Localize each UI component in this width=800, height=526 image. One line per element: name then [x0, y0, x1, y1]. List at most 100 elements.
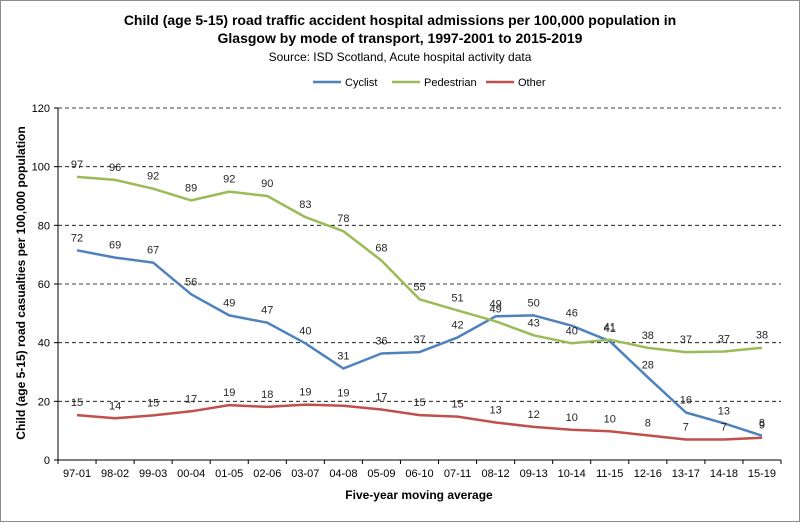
data-label-cyclist: 47: [261, 305, 273, 317]
data-label-cyclist: 28: [642, 359, 654, 371]
data-label-pedestrian: 92: [223, 174, 235, 186]
data-label-other: 15: [451, 399, 463, 411]
x-tick-label: 00-04: [177, 468, 205, 480]
data-label-pedestrian: 89: [185, 182, 197, 194]
data-label-other: 9: [759, 420, 765, 432]
data-label-other: 17: [185, 393, 197, 405]
x-tick-label: 15-19: [748, 468, 776, 480]
data-label-other: 19: [223, 387, 235, 399]
chart-title-line-1: Child (age 5-15) road traffic accident h…: [124, 12, 676, 28]
data-label-pedestrian: 41: [604, 322, 616, 334]
series-line-other: [76, 403, 763, 441]
data-label-cyclist: 36: [375, 336, 387, 348]
data-label-cyclist: 56: [185, 276, 197, 288]
data-label-other: 15: [413, 397, 425, 409]
data-label-pedestrian: 55: [413, 281, 425, 293]
data-label-pedestrian: 37: [718, 333, 730, 345]
legend: Cyclist Pedestrian Other: [313, 77, 546, 89]
data-label-other: 7: [721, 421, 727, 433]
data-label-cyclist: 42: [451, 319, 463, 331]
data-label-other: 15: [71, 397, 83, 409]
x-tick-label: 02-06: [253, 468, 281, 480]
data-label-cyclist: 8: [759, 418, 765, 430]
data-label-other: 8: [645, 417, 651, 429]
data-label-other: 10: [566, 412, 578, 424]
legend-label-pedestrian: Pedestrian: [424, 77, 477, 89]
data-label-pedestrian: 90: [261, 178, 273, 190]
y-tick-label: 20: [38, 396, 50, 408]
x-tick-label: 98-02: [101, 468, 129, 480]
gridlines: [58, 107, 781, 402]
y-axis-ticks: 0 20 40 60 80 100 120: [32, 103, 58, 467]
x-tick-label: 05-09: [367, 468, 395, 480]
data-label-cyclist: 40: [299, 325, 311, 337]
x-tick-label: 06-10: [405, 468, 433, 480]
data-label-cyclist: 37: [413, 334, 425, 346]
data-label-pedestrian: 37: [680, 334, 692, 346]
y-axis-title: Child (age 5-15) road casualties per 100…: [14, 126, 28, 439]
data-label-other: 15: [147, 397, 159, 409]
x-tick-label: 08-12: [482, 468, 510, 480]
series-lines: [76, 175, 763, 441]
data-label-other: 12: [528, 409, 540, 421]
data-label-cyclist: 41: [604, 323, 616, 335]
x-tick-label: 04-08: [329, 468, 357, 480]
series-line-cyclist: [76, 249, 763, 437]
series-line-pedestrian: [76, 175, 763, 354]
y-tick-label: 40: [38, 338, 50, 350]
data-label-cyclist: 69: [109, 240, 121, 252]
y-tick-label: 60: [38, 279, 50, 291]
data-label-pedestrian: 40: [566, 325, 578, 337]
x-tick-label: 10-14: [558, 468, 586, 480]
legend-label-other: Other: [518, 77, 546, 89]
data-label-cyclist: 31: [337, 350, 349, 362]
data-label-other: 13: [489, 404, 501, 416]
x-axis-ticks: 97-01 98-02 99-03 00-04 01-05 02-06 03-07 04-08…: [57, 460, 782, 480]
x-tick-label: 07-11: [444, 468, 471, 480]
legend-label-cyclist: Cyclist: [345, 77, 377, 89]
data-label-cyclist: 49: [223, 297, 235, 309]
y-tick-label: 80: [38, 220, 50, 232]
data-label-cyclist: 13: [718, 405, 730, 417]
x-axis-title: Five-year moving average: [345, 488, 493, 502]
data-label-pedestrian: 68: [375, 243, 387, 255]
x-tick-label: 14-18: [710, 468, 738, 480]
data-label-cyclist: 50: [528, 297, 540, 309]
x-tick-label: 11-15: [596, 468, 623, 480]
x-tick-label: 99-03: [139, 468, 167, 480]
data-label-pedestrian: 38: [642, 330, 654, 342]
x-tick-label: 12-16: [634, 468, 662, 480]
data-label-pedestrian: 51: [451, 292, 463, 304]
data-label-other: 10: [604, 413, 616, 425]
data-label-cyclist: 46: [566, 308, 578, 320]
data-label-cyclist: 72: [71, 232, 83, 244]
data-label-other: 14: [109, 400, 121, 412]
data-label-cyclist: 16: [680, 394, 692, 406]
x-tick-label: 13-17: [672, 468, 700, 480]
data-label-pedestrian: 49: [489, 303, 501, 315]
x-tick-label: 03-07: [291, 468, 319, 480]
y-tick-label: 120: [32, 103, 50, 115]
data-label-pedestrian: 83: [299, 199, 311, 211]
data-label-pedestrian: 43: [528, 317, 540, 329]
data-label-pedestrian: 97: [71, 159, 83, 171]
data-label-other: 18: [261, 389, 273, 401]
data-label-other: 19: [337, 388, 349, 400]
data-label-pedestrian: 78: [337, 213, 349, 225]
data-label-cyclist: 49: [489, 298, 501, 310]
data-label-other: 17: [375, 392, 387, 404]
data-label-cyclist: 67: [147, 245, 159, 257]
y-tick-label: 0: [44, 455, 50, 467]
x-tick-label: 01-05: [215, 468, 243, 480]
data-label-pedestrian: 96: [109, 162, 121, 174]
data-label-other: 7: [683, 421, 689, 433]
data-label-other: 19: [299, 387, 311, 399]
chart-title-line-2: Glasgow by mode of transport, 1997-2001 …: [218, 30, 583, 46]
data-label-pedestrian: 38: [756, 330, 768, 342]
x-tick-label: 97-01: [63, 468, 91, 480]
data-label-pedestrian: 92: [147, 171, 159, 183]
y-tick-label: 100: [32, 162, 50, 174]
chart-subtitle: Source: ISD Scotland, Acute hospital act…: [269, 50, 532, 64]
